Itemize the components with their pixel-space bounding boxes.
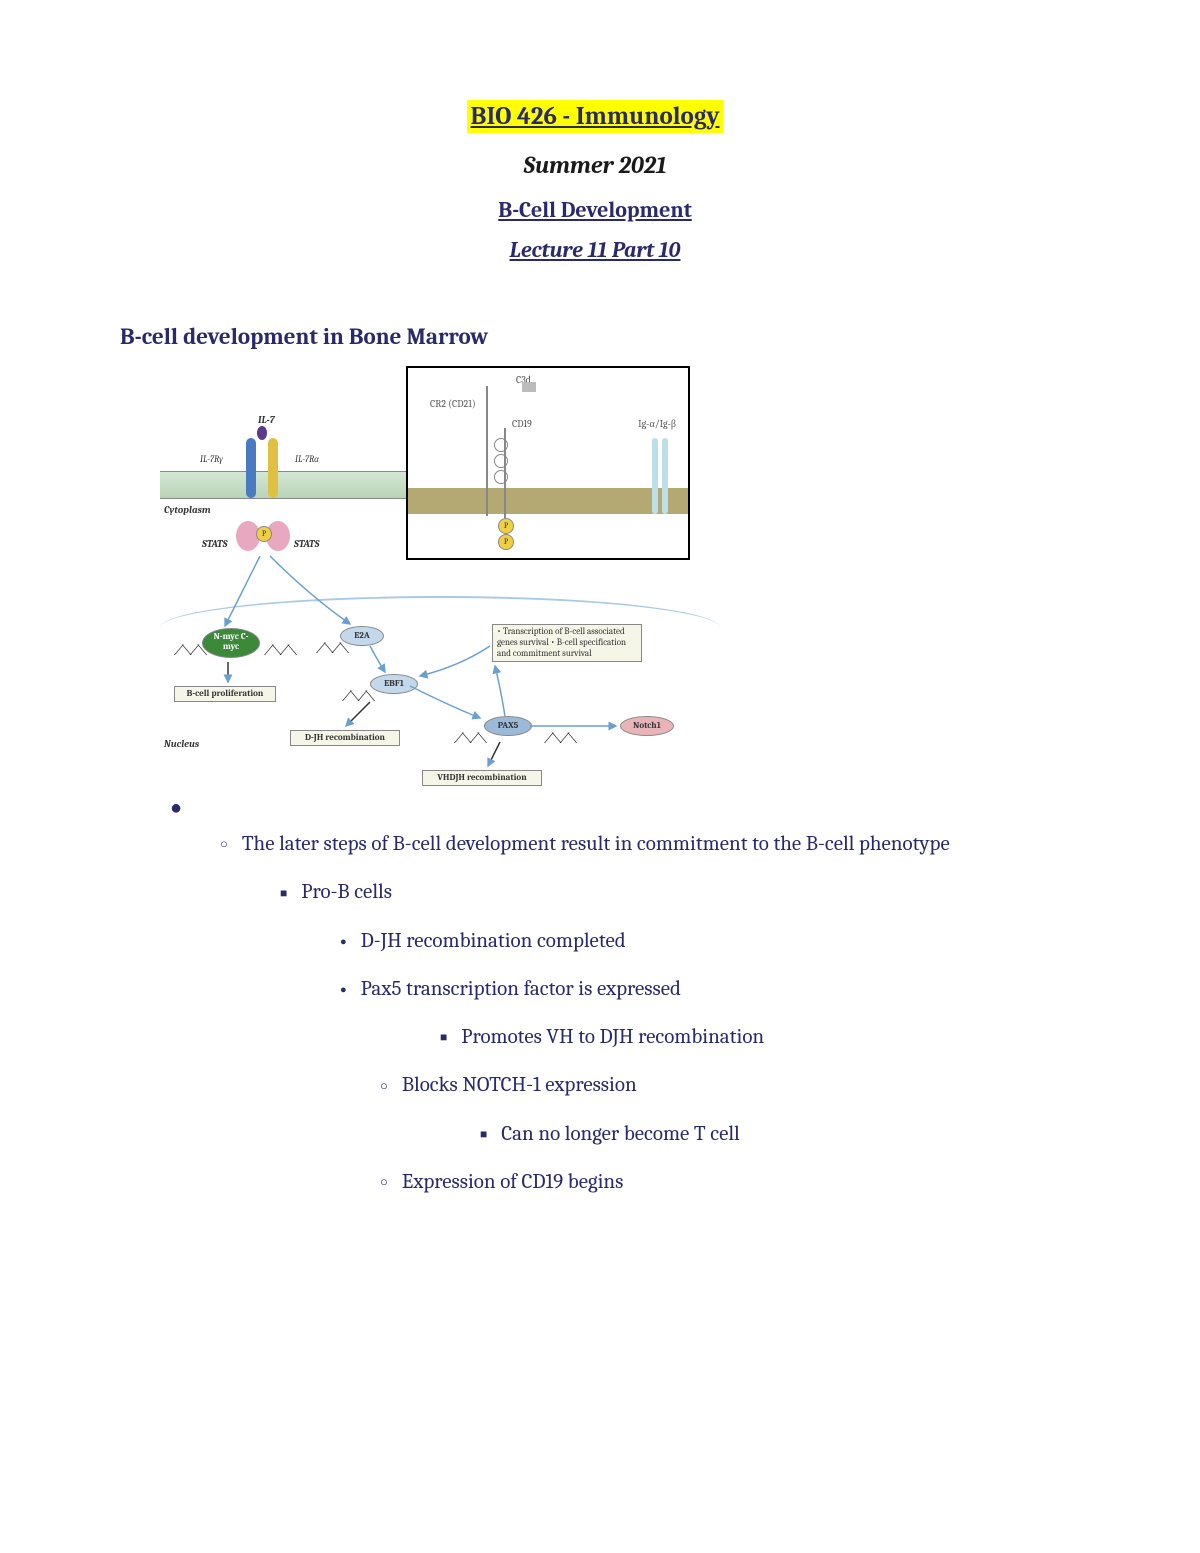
cell-membrane xyxy=(160,471,440,499)
phospho-icon: P xyxy=(256,526,272,542)
note-item: Pax5 transcription factor is expressed xyxy=(340,965,1070,1013)
dj-recombination-box: D-JH recombination xyxy=(290,730,400,746)
dna-icon: ⟋⟍⟋⟍ xyxy=(174,642,205,659)
il7rg-label: IL-7Rγ xyxy=(200,454,223,465)
il7ra-label: IL-7Rα xyxy=(295,454,319,465)
cr2-label: CR2 (CD21) xyxy=(430,398,476,410)
note-item: Blocks NOTCH-1 expression xyxy=(380,1061,1070,1109)
dna-icon: ⟋⟍⟋⟍ xyxy=(454,730,485,747)
ebf1-node: EBF1 xyxy=(370,674,418,694)
dna-icon: ⟋⟍⟋⟍ xyxy=(342,688,373,705)
term-label: Summer 2021 xyxy=(120,151,1070,179)
pax5-node: PAX5 xyxy=(484,716,532,736)
transcription-box: • Transcription of B-cell associated gen… xyxy=(492,624,642,662)
il7-label: IL-7 xyxy=(258,414,275,426)
stats-label-right: STATS xyxy=(294,538,320,550)
cr2-chain-icon xyxy=(486,386,488,516)
diagram-container: IL-7 IL-7Rγ IL-7Rα Cytoplasm P STATS STA… xyxy=(160,366,1070,786)
loop-icon xyxy=(494,438,508,452)
nmyc-node: N-myc C-myc xyxy=(202,628,260,658)
il7rg-chain-icon xyxy=(246,438,256,498)
section-heading: B-cell development in Bone Marrow xyxy=(120,323,1070,350)
notch1-node: Notch1 xyxy=(620,716,674,736)
note-item: Can no longer become T cell xyxy=(480,1110,1070,1158)
cd19-label: CD19 xyxy=(512,418,532,430)
lecture-label: Lecture 11 Part 10 xyxy=(120,237,1070,263)
loop-icon xyxy=(494,454,508,468)
dna-icon: ⟋⟍⟋⟍ xyxy=(544,730,575,747)
il7ra-chain-icon xyxy=(268,438,278,498)
igb-chain-icon xyxy=(662,438,668,514)
note-item: The later steps of B-cell development re… xyxy=(220,820,1070,868)
vdj-recombination-box: VHDJH recombination xyxy=(422,770,542,786)
phospho-icon: P xyxy=(498,534,514,550)
phospho-icon: P xyxy=(498,518,514,534)
note-item: Promotes VH to DJH recombination xyxy=(440,1013,1070,1061)
document-header: BIO 426 - Immunology Summer 2021 B-Cell … xyxy=(120,100,1070,263)
bcell-proliferation-box: B-cell proliferation xyxy=(174,686,276,702)
igab-label: Ig-α/Ig-β xyxy=(638,418,676,430)
iga-chain-icon xyxy=(652,438,658,514)
dna-icon: ⟋⟍⟋⟍ xyxy=(316,640,347,657)
notes-list: The later steps of B-cell development re… xyxy=(220,820,1070,1206)
note-item: Expression of CD19 begins xyxy=(380,1158,1070,1206)
inset-diagram: C3d CR2 (CD21) CD19 Ig-α/Ig-β P P xyxy=(406,366,690,560)
topic-label: B-Cell Development xyxy=(120,197,1070,223)
course-title: BIO 426 - Immunology xyxy=(467,100,724,133)
loop-icon xyxy=(494,470,508,484)
c3d-icon xyxy=(522,382,536,392)
document-page: BIO 426 - Immunology Summer 2021 B-Cell … xyxy=(0,0,1200,1306)
cytoplasm-label: Cytoplasm xyxy=(164,504,211,516)
inset-membrane xyxy=(408,488,688,514)
stats-label-left: STATS xyxy=(202,538,228,550)
note-item: Pro-B cells xyxy=(280,868,1070,916)
note-item: D-JH recombination completed xyxy=(340,917,1070,965)
top-bullet: ● xyxy=(170,796,1070,820)
dna-icon: ⟋⟍⟋⟍ xyxy=(264,642,295,659)
signaling-diagram: IL-7 IL-7Rγ IL-7Rα Cytoplasm P STATS STA… xyxy=(160,366,720,786)
il7-ligand-icon xyxy=(257,426,267,440)
nucleus-label: Nucleus xyxy=(164,738,199,750)
